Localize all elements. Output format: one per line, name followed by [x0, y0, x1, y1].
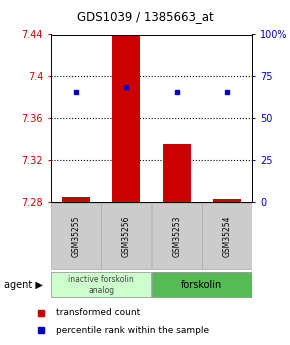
Text: GSM35253: GSM35253 [172, 216, 181, 257]
Bar [163, 144, 191, 202]
Bar [113, 19, 140, 202]
Bar [152, 203, 202, 269]
Bar [62, 197, 90, 202]
Bar [102, 203, 151, 269]
Text: GSM35255: GSM35255 [71, 216, 80, 257]
Bar [51, 203, 101, 269]
Text: GSM35254: GSM35254 [223, 216, 232, 257]
Text: GSM35256: GSM35256 [122, 216, 131, 257]
Bar [202, 203, 252, 269]
Text: forskolin: forskolin [181, 280, 222, 289]
Bar [152, 272, 252, 297]
Bar [51, 272, 151, 297]
Bar [213, 199, 241, 202]
Text: agent ▶: agent ▶ [4, 280, 43, 289]
Text: GDS1039 / 1385663_at: GDS1039 / 1385663_at [77, 10, 213, 23]
Text: percentile rank within the sample: percentile rank within the sample [56, 326, 209, 335]
Text: transformed count: transformed count [56, 308, 140, 317]
Text: inactive forskolin
analog: inactive forskolin analog [68, 275, 134, 295]
